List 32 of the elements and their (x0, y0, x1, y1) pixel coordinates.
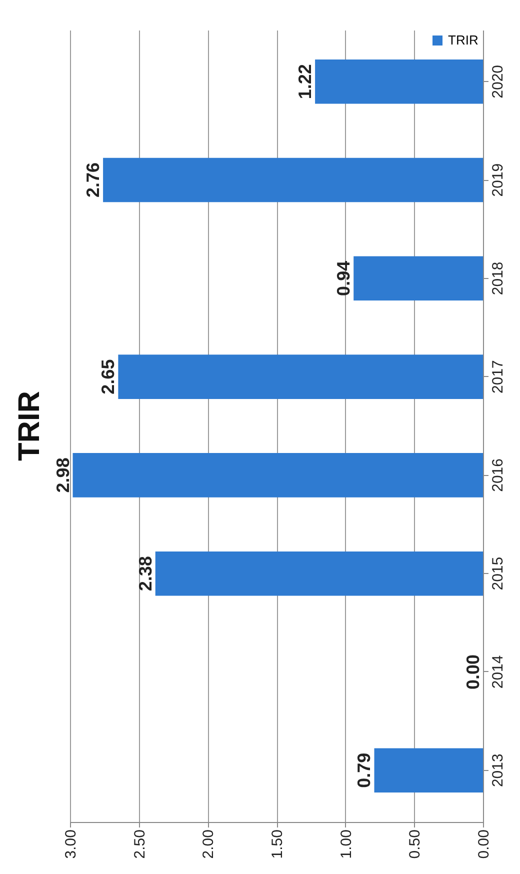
data-label: 2.65 (98, 359, 118, 394)
y-tick-label: 2016 (490, 458, 506, 492)
y-tick-label: 2015 (490, 556, 506, 590)
bar (103, 158, 483, 202)
x-tick-label: 2.00 (200, 830, 218, 859)
bar (374, 748, 483, 792)
data-label: 2.98 (52, 458, 73, 493)
x-tick-label: 2.50 (131, 830, 148, 859)
bar (72, 453, 483, 498)
bar (118, 354, 483, 399)
x-tick-label: 0.00 (476, 830, 492, 859)
x-tick-label: 1.00 (338, 830, 355, 859)
y-tick-label: 2013 (490, 754, 506, 788)
data-label: 0.94 (334, 260, 354, 296)
data-label: 0.00 (463, 654, 483, 690)
x-tick-label: 3.00 (62, 830, 80, 859)
data-label: 2.38 (135, 556, 156, 592)
x-tick-label: 1.50 (269, 830, 286, 859)
data-label: 0.79 (354, 752, 374, 788)
y-tick-label: 2018 (490, 262, 506, 296)
y-tick-label: 2017 (490, 360, 506, 394)
legend-label: TRIR (448, 32, 478, 48)
y-tick-label: 2019 (490, 163, 506, 197)
data-label: 1.22 (295, 64, 316, 100)
bar (315, 60, 483, 104)
text: TRIR (12, 390, 46, 461)
data-label: 2.76 (83, 162, 104, 198)
y-tick-label: 2014 (490, 655, 506, 689)
x-tick-label: 0.50 (406, 830, 424, 859)
bar (155, 551, 483, 596)
y-tick-label: 2020 (490, 64, 506, 98)
bar (354, 256, 483, 301)
